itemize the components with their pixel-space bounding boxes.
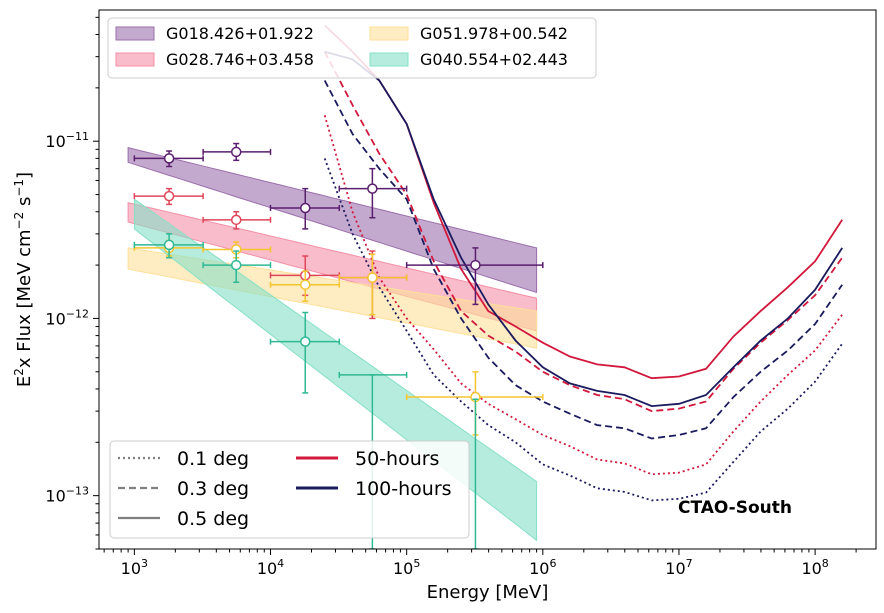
legend-label-g018-426-01-922: G018.426+01.922 (166, 24, 314, 43)
x-tick-label: 107 (665, 557, 692, 578)
marker (163, 153, 175, 164)
legend-label-g040-554-02-443: G040.554+02.443 (420, 50, 568, 69)
x-axis-label: Energy [MeV] (427, 582, 549, 603)
x-tick-label: 108 (801, 557, 828, 578)
point-g018-426-01-922-0 (133, 150, 204, 168)
legend-lines-box (109, 440, 470, 539)
x-tick-label: 104 (257, 557, 284, 578)
marker (300, 202, 311, 214)
legend-swatch-g018-426-01-922 (115, 26, 155, 41)
marker (470, 259, 481, 271)
marker (163, 239, 175, 251)
y-axis-label: E2x Flux [MeV cm−2 s−1] (12, 172, 35, 387)
point-g028-746-03-458-1 (202, 210, 272, 230)
y-axis: 10−13 10−12 10−11 (45, 16, 99, 550)
legend-swatch-g028-746-03-458 (115, 52, 155, 67)
legend-label-50-hours: 50-hours (355, 448, 439, 470)
point-g018-426-01-922-2 (269, 187, 341, 230)
sensitivity-50h-0.1 (323, 115, 843, 476)
y-tick-label: 10−11 (45, 130, 89, 151)
legend-label-g028-746-03-458: G028.746+03.458 (166, 50, 314, 69)
band-g018-426-01-922 (127, 146, 538, 294)
sensitivity-100h-0.3 (323, 80, 843, 440)
legend-label-100-hours: 100-hours (355, 478, 452, 500)
legend-label-0-5-deg: 0.5 deg (177, 508, 249, 530)
point-g040-554-02-443-4 (472, 398, 479, 549)
point-g051-978-00-542-2 (269, 270, 341, 303)
point-g018-426-01-922-4 (405, 247, 544, 306)
legend-label-0-1-deg: 0.1 deg (177, 448, 249, 470)
sensitivity-100h-0.5 (324, 50, 843, 408)
legend-swatch-g040-554-02-443 (369, 52, 409, 67)
marker (300, 279, 311, 290)
legend-swatch-g051-978-00-542 (369, 26, 409, 41)
legend-lines: 0.1 deg 50-hours 0.3 deg 100-hours 0.5 deg (109, 440, 470, 539)
sensitivity-100h-0.1 (323, 158, 843, 502)
y-tick-label: 10−12 (45, 307, 89, 328)
sensitivity-curves (323, 24, 843, 502)
legend-sources: G018.426+01.922 G051.978+00.542 G028.746+0… (107, 17, 597, 79)
marker (230, 146, 242, 158)
marker (367, 272, 378, 283)
point-g018-426-01-922-1 (202, 142, 272, 162)
marker (300, 336, 311, 347)
point-g051-978-00-542-3 (338, 253, 408, 316)
x-axis: 103 104 105 106 107 108 (103, 549, 857, 578)
legend-sources-box (107, 17, 597, 79)
point-g028-746-03-458-0 (133, 187, 204, 206)
marker (367, 183, 378, 194)
x-tick-label: 103 (121, 557, 148, 578)
sensitivity-50h-0.3 (323, 51, 843, 413)
plot-frame (98, 9, 877, 550)
y-tick-label: 10−13 (45, 485, 89, 506)
x-tick-label: 105 (393, 557, 420, 578)
x-tick-label: 106 (529, 557, 556, 578)
marker (230, 214, 242, 226)
legend-label-0-3-deg: 0.3 deg (177, 478, 249, 500)
ctao-south-annotation: CTAO-South (678, 498, 792, 518)
point-g040-554-02-443-1 (202, 250, 272, 284)
point-g040-554-02-443-2 (269, 311, 341, 394)
point-g018-426-01-922-3 (338, 167, 408, 219)
marker (230, 259, 242, 271)
point-g040-554-02-443-0 (133, 233, 204, 259)
marker (163, 190, 175, 202)
legend-label-g051-978-00-542: G051.978+00.542 (420, 24, 568, 43)
